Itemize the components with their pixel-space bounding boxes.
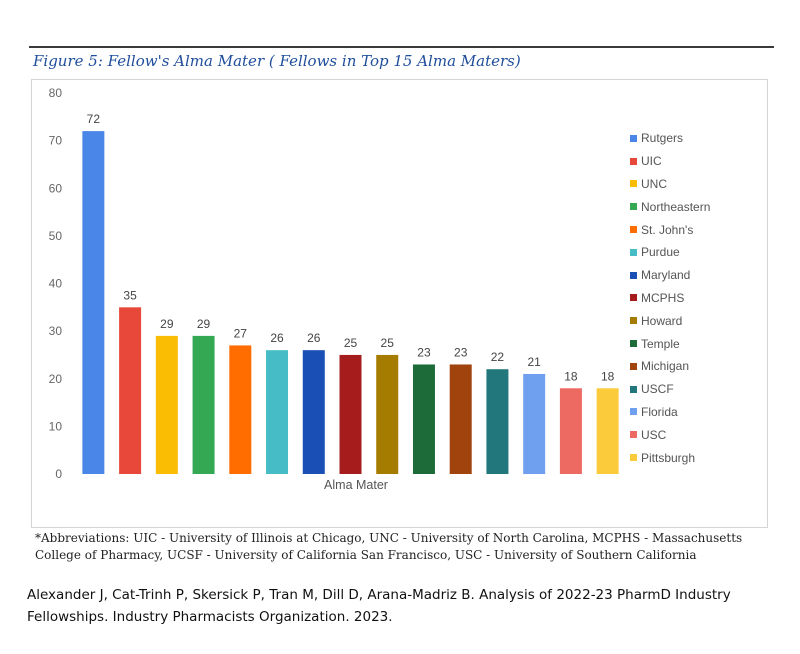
legend-item: Northeastern: [630, 195, 770, 218]
bar-purdue: [266, 350, 289, 474]
legend-label: Northeastern: [641, 199, 711, 214]
legend-swatch: [630, 454, 637, 462]
legend-label: Florida: [641, 404, 678, 419]
legend-label: USCF: [641, 382, 674, 397]
legend-item: Rutgers: [630, 127, 770, 150]
legend-item: Temple: [630, 332, 770, 355]
legend-item: Michigan: [630, 355, 770, 378]
legend-swatch: [630, 157, 637, 165]
bar-mcphs: [339, 354, 362, 474]
bar-howard: [376, 354, 399, 474]
legend-item: MCPHS: [630, 287, 770, 310]
legend-swatch: [630, 248, 637, 256]
y-tick-label: 0: [55, 467, 62, 481]
bar-value-label: 35: [123, 288, 137, 302]
legend-item: UIC: [630, 150, 770, 173]
figure-title: Figure 5: Fellow's Alma Mater ( Fellows …: [33, 52, 521, 70]
legend-label: Michigan: [641, 359, 690, 374]
legend-swatch: [630, 385, 637, 393]
y-tick-label: 50: [49, 229, 63, 243]
abbreviations-footnote: *Abbreviations: UIC - University of Illi…: [35, 531, 743, 562]
legend-swatch: [630, 294, 637, 302]
bar-value-label: 72: [87, 112, 101, 126]
legend-swatch: [630, 431, 637, 439]
legend-label: UIC: [641, 154, 662, 169]
legend-label: Howard: [641, 313, 683, 328]
y-tick-label: 40: [49, 277, 63, 291]
bar-pittsburgh: [596, 388, 619, 474]
legend-item: USCF: [630, 378, 770, 401]
bar-value-label: 29: [197, 317, 211, 331]
bar-value-label: 29: [160, 317, 174, 331]
legend-swatch: [630, 408, 637, 416]
bar-uscf: [486, 369, 509, 474]
bar-value-label: 27: [234, 326, 248, 340]
legend-label: USC: [641, 427, 667, 442]
legend-swatch: [630, 134, 637, 142]
bar-florida: [523, 373, 546, 474]
bar-value-label: 23: [454, 345, 468, 359]
legend-label: Temple: [641, 336, 680, 351]
bar-value-label: 21: [527, 355, 541, 369]
bar-value-label: 25: [344, 336, 358, 350]
y-tick-label: 80: [49, 86, 63, 100]
legend-item: USC: [630, 423, 770, 446]
y-tick-label: 10: [49, 419, 63, 433]
legend-swatch: [630, 226, 637, 234]
x-axis-label: Alma Mater: [324, 478, 388, 492]
y-tick-label: 70: [49, 134, 63, 148]
y-tick-label: 20: [49, 372, 63, 386]
bar-value-label: 18: [601, 369, 615, 383]
bar-value-label: 23: [417, 345, 431, 359]
y-tick-label: 60: [49, 181, 63, 195]
legend-label: MCPHS: [641, 290, 685, 305]
legend-label: Maryland: [641, 268, 691, 283]
chart-legend: Rutgers UIC UNC Northeastern St. John's Purdu…: [630, 127, 770, 469]
top-rule: [29, 46, 774, 48]
legend-item: Pittsburgh: [630, 446, 770, 469]
bar-michigan: [449, 364, 472, 474]
bar-temple: [412, 364, 435, 474]
bar-rutgers: [82, 131, 105, 474]
legend-label: Rutgers: [641, 131, 684, 146]
legend-swatch: [630, 317, 637, 325]
legend-swatch: [630, 271, 637, 279]
legend-label: Purdue: [641, 245, 680, 260]
bar-value-label: 25: [381, 336, 395, 350]
chart-frame: [31, 79, 768, 528]
legend-item: UNC: [630, 173, 770, 196]
legend-label: St. John's: [641, 222, 694, 237]
bar-st-john-s: [229, 345, 252, 474]
bar-unc: [155, 335, 178, 474]
legend-item: Purdue: [630, 241, 770, 264]
y-tick-label: 30: [49, 324, 63, 338]
legend-swatch: [630, 203, 637, 211]
legend-item: Howard: [630, 309, 770, 332]
legend-label: Pittsburgh: [641, 450, 696, 465]
bar-value-label: 26: [307, 331, 321, 345]
bar-value-label: 18: [564, 369, 578, 383]
bar-northeastern: [192, 335, 215, 474]
bar-value-label: 26: [270, 331, 284, 345]
bar-uic: [119, 307, 142, 474]
citation: Alexander J, Cat-Trinh P, Skersick P, Tr…: [27, 587, 731, 625]
bar-usc: [559, 388, 582, 474]
legend-swatch: [630, 362, 637, 370]
legend-item: Florida: [630, 401, 770, 424]
legend-item: Maryland: [630, 264, 770, 287]
legend-swatch: [630, 340, 637, 348]
bar-value-label: 22: [491, 350, 505, 364]
legend-label: UNC: [641, 176, 667, 191]
legend-item: St. John's: [630, 218, 770, 241]
legend-swatch: [630, 180, 637, 188]
bar-maryland: [302, 350, 325, 474]
